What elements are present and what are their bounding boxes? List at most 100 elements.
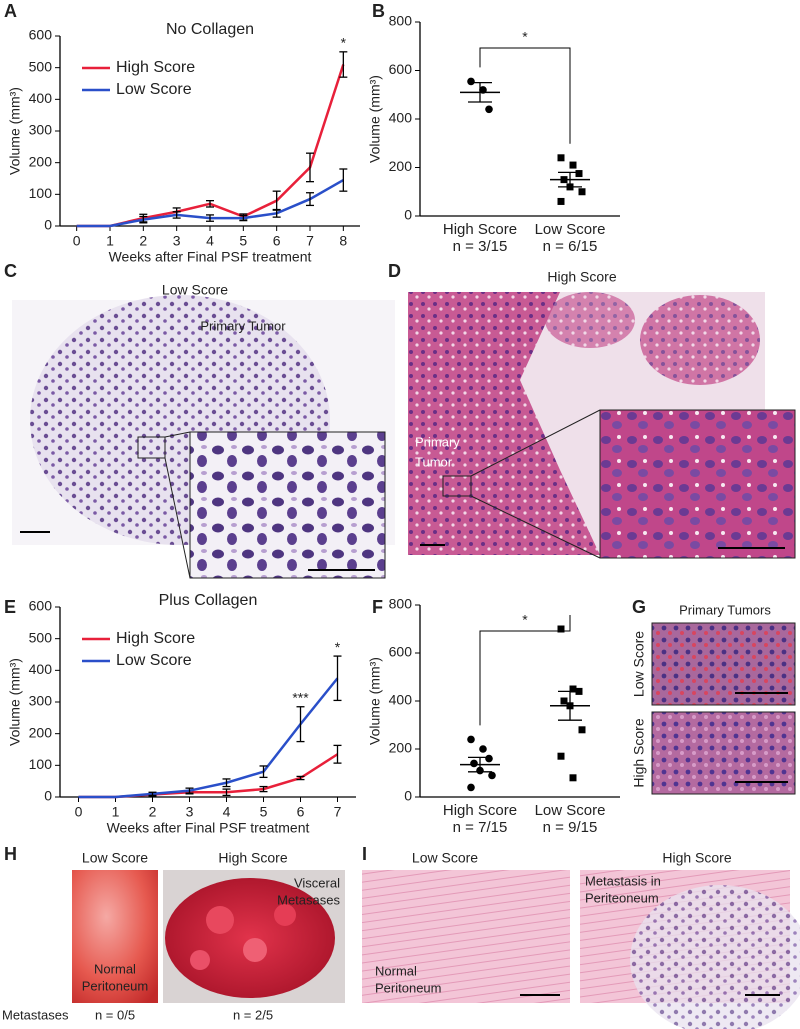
error-bar [206, 200, 214, 208]
data-point [557, 197, 565, 205]
error-bar [333, 655, 342, 702]
image-label: Peritoneum [82, 978, 148, 993]
data-point [569, 685, 577, 693]
data-point [569, 161, 577, 169]
significance: *** [292, 689, 309, 705]
n-label: n = 9/15 [543, 819, 598, 836]
panel-title: Low Score [162, 282, 228, 298]
image-label: Metastasis in [585, 873, 661, 888]
zoom-line [164, 457, 191, 579]
panel-letter: B [372, 1, 385, 21]
data-point [578, 188, 586, 196]
image-label: Normal [375, 963, 417, 978]
nodule [243, 938, 267, 962]
y-axis-label: Volume (mm³) [367, 657, 383, 745]
data-point [467, 783, 475, 792]
data-point [485, 105, 493, 114]
panel-c: Low Score Primary Tumor [12, 282, 395, 579]
error-bar [468, 81, 492, 103]
metastasis-region [630, 885, 800, 1029]
x-tick-label: 2 [139, 233, 147, 249]
x-tick-label: 7 [334, 804, 342, 820]
image-label: Primary [415, 434, 460, 449]
image-label: Normal [94, 961, 136, 976]
x-tick-label: 3 [186, 804, 194, 820]
error-bar [296, 706, 305, 743]
significance: * [341, 35, 347, 51]
y-tick-label: 0 [44, 217, 52, 233]
n-label: n = 0/5 [95, 1007, 135, 1022]
data-point [557, 625, 565, 633]
data-point [575, 170, 583, 178]
legend-label: Low Score [116, 652, 192, 669]
y-tick-label: 500 [29, 629, 53, 645]
series-line [78, 753, 339, 799]
x-tick-label: 0 [73, 233, 81, 249]
y-tick-label: 800 [389, 596, 413, 612]
data-point [560, 697, 568, 705]
y-tick-label: 600 [389, 61, 413, 77]
y-tick-label: 200 [29, 153, 53, 169]
x-tick-label: 7 [306, 233, 314, 249]
x-tick-label: 6 [297, 804, 305, 820]
data-point [467, 735, 475, 744]
n-label: n = 3/15 [453, 238, 508, 255]
y-tick-label: 400 [389, 692, 413, 708]
y-tick-label: 200 [389, 158, 413, 174]
zoom-box [137, 436, 166, 459]
x-tick-label: 5 [260, 804, 268, 820]
chart-title: No Collagen [166, 21, 254, 38]
row-label: High Score [631, 718, 647, 787]
row-label: Low Score [631, 631, 647, 697]
x-tick-label: 3 [173, 233, 181, 249]
panel-i: Low Score High Score Normal Peritoneum M… [362, 850, 800, 1029]
panel-title: High Score [662, 850, 731, 866]
y-tick-label: 400 [389, 110, 413, 126]
x-tick-label: High Score [443, 221, 517, 238]
n-label: n = 7/15 [453, 819, 508, 836]
panel-title: Low Score [82, 850, 148, 866]
data-point [470, 759, 478, 768]
tumor-region [640, 295, 760, 385]
data-point [569, 774, 577, 782]
legend-label: High Score [116, 59, 195, 76]
panel-letter: C [4, 261, 17, 281]
significance: * [522, 29, 528, 45]
y-axis-label: Volume (mm³) [7, 87, 23, 175]
inset-image [599, 409, 796, 559]
data-point [485, 754, 493, 763]
x-axis-label: Weeks after Final PSF treatment [109, 249, 312, 265]
y-tick-label: 800 [389, 13, 413, 29]
y-tick-label: 100 [29, 756, 53, 772]
y-tick-label: 0 [404, 207, 412, 223]
x-tick-label: 1 [106, 233, 114, 249]
y-tick-label: 300 [29, 122, 53, 138]
panel-title: High Score [547, 269, 616, 285]
inset-image [189, 431, 386, 579]
x-tick-label: 5 [239, 233, 247, 249]
panel-letter: H [4, 844, 17, 864]
chart-title: Plus Collagen [159, 592, 258, 609]
y-tick-label: 0 [404, 788, 412, 804]
zoom-line [164, 431, 191, 438]
image-label: Visceral [294, 875, 340, 890]
panel-h: Low Score High Score Normal Peritoneum V… [2, 850, 345, 1022]
error-bar [185, 787, 194, 794]
y-tick-label: 600 [389, 644, 413, 660]
error-bar [296, 775, 305, 781]
x-tick-label: High Score [443, 802, 517, 819]
y-tick-label: 500 [29, 58, 53, 74]
error-bar [239, 214, 248, 222]
x-tick-label: Low Score [535, 221, 606, 238]
error-bar [139, 215, 148, 224]
panel-letter: A [4, 1, 17, 21]
histology-image [651, 622, 796, 706]
y-tick-label: 600 [29, 598, 53, 614]
y-tick-label: 400 [29, 661, 53, 677]
y-axis-label: Volume (mm³) [367, 75, 383, 163]
error-bar [222, 788, 231, 797]
error-bar [172, 211, 181, 219]
zoom-box [442, 475, 472, 497]
error-bar [272, 208, 281, 218]
row-label: Metastases [2, 1007, 69, 1022]
